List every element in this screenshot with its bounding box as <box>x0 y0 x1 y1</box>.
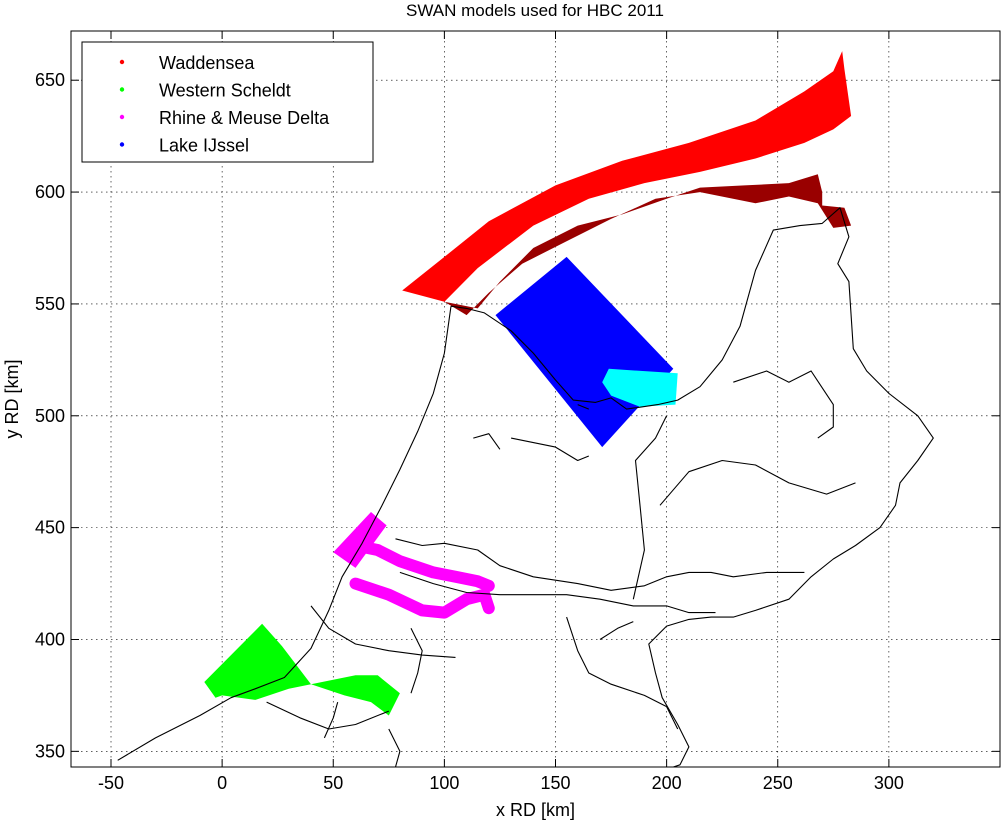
coastline <box>510 437 590 462</box>
legend-marker <box>119 87 125 92</box>
waddensea-domain <box>402 51 852 302</box>
river-line <box>323 701 339 739</box>
y-tick-label: 600 <box>35 182 65 202</box>
coastline <box>117 306 452 761</box>
y-tick-label: 550 <box>35 294 65 314</box>
coastline <box>577 404 590 410</box>
y-tick-label: 500 <box>35 406 65 426</box>
chart-title: SWAN models used for HBC 2011 <box>406 1 664 20</box>
x-tick-label: 200 <box>652 773 682 793</box>
rhine-meuse-channel <box>349 539 495 592</box>
legend-entry: Rhine & Meuse Delta <box>159 108 330 128</box>
legend-box <box>81 41 374 163</box>
axis-ticks: -50 0 50 100 150 200 250 300 350 400 450 500 550 600 6… <box>35 31 1000 793</box>
y-tick-label: 350 <box>35 741 65 761</box>
background-lines <box>117 207 934 767</box>
x-tick-label: 50 <box>323 773 343 793</box>
coastline <box>450 207 934 767</box>
y-axis-label: y RD [km] <box>2 360 22 439</box>
legend: Waddensea Western Scheldt Rhine & Meuse De… <box>81 41 374 163</box>
x-tick-label: 100 <box>429 773 459 793</box>
legend-marker <box>119 59 125 65</box>
river-line <box>659 459 856 506</box>
river-line <box>632 415 668 600</box>
river-line <box>388 728 401 767</box>
legend-marker <box>119 142 125 147</box>
river-line <box>566 616 679 730</box>
river-line <box>399 571 716 614</box>
waddensea-shallow-domain <box>444 174 852 316</box>
x-tick-label: 150 <box>540 773 570 793</box>
legend-entry: Waddensea <box>159 53 255 73</box>
legend-entry: Western Scheldt <box>159 81 291 101</box>
lake-ketel-domain <box>602 368 678 407</box>
y-tick-label: 450 <box>35 518 65 538</box>
model-domains <box>204 51 852 716</box>
x-tick-label: 250 <box>763 773 793 793</box>
coastline <box>473 433 501 450</box>
x-tick-label: 0 <box>217 773 227 793</box>
rhine-meuse-channel <box>349 577 495 619</box>
river-line <box>410 628 423 694</box>
x-tick-label: 300 <box>874 773 904 793</box>
river-line <box>599 621 634 640</box>
river-line <box>395 538 805 591</box>
rhine-meuse-domain <box>333 512 387 568</box>
x-tick-label: -50 <box>98 773 124 793</box>
plot-frame <box>70 30 1001 768</box>
river-line <box>733 370 834 439</box>
river-line <box>310 605 456 658</box>
western-scheldt-domain <box>204 623 400 716</box>
x-axis-label: x RD [km] <box>496 800 575 820</box>
y-tick-label: 650 <box>35 70 65 90</box>
legend-entry: Lake IJssel <box>159 136 249 156</box>
legend-marker <box>119 114 125 120</box>
y-tick-label: 400 <box>35 629 65 649</box>
